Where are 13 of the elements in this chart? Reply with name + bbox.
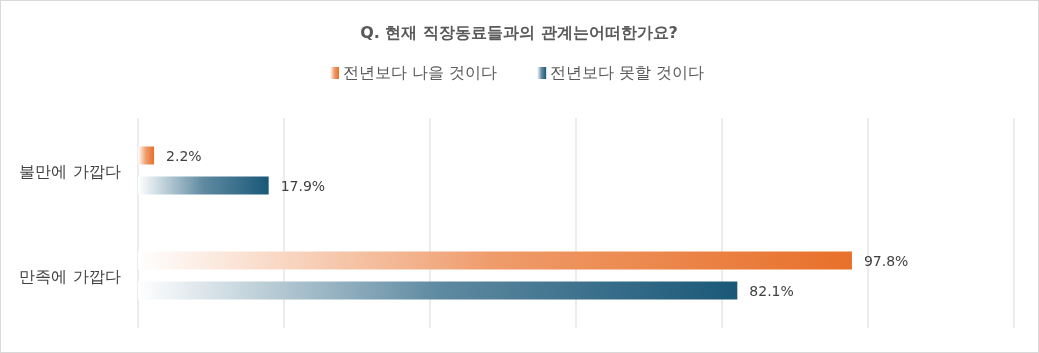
- legend-label: 전년보다 나을 것이다: [343, 63, 498, 82]
- bar: [138, 251, 852, 270]
- data-label: 82.1%: [749, 282, 794, 299]
- bar: [138, 281, 738, 300]
- legend-label: 전년보다 못할 것이다: [550, 63, 705, 82]
- data-label: 2.2%: [166, 147, 202, 164]
- data-label: 17.9%: [280, 177, 326, 194]
- y-tick-label: 불만에 가깝다: [19, 161, 121, 181]
- bar: [138, 146, 155, 165]
- y-tick-label: 만족에 가깝다: [19, 266, 121, 286]
- chart-title: Q. 현재 직장동료들과의 관계는어떠한가요?: [360, 23, 678, 42]
- bar: [138, 176, 269, 195]
- data-label: 97.8%: [863, 252, 909, 269]
